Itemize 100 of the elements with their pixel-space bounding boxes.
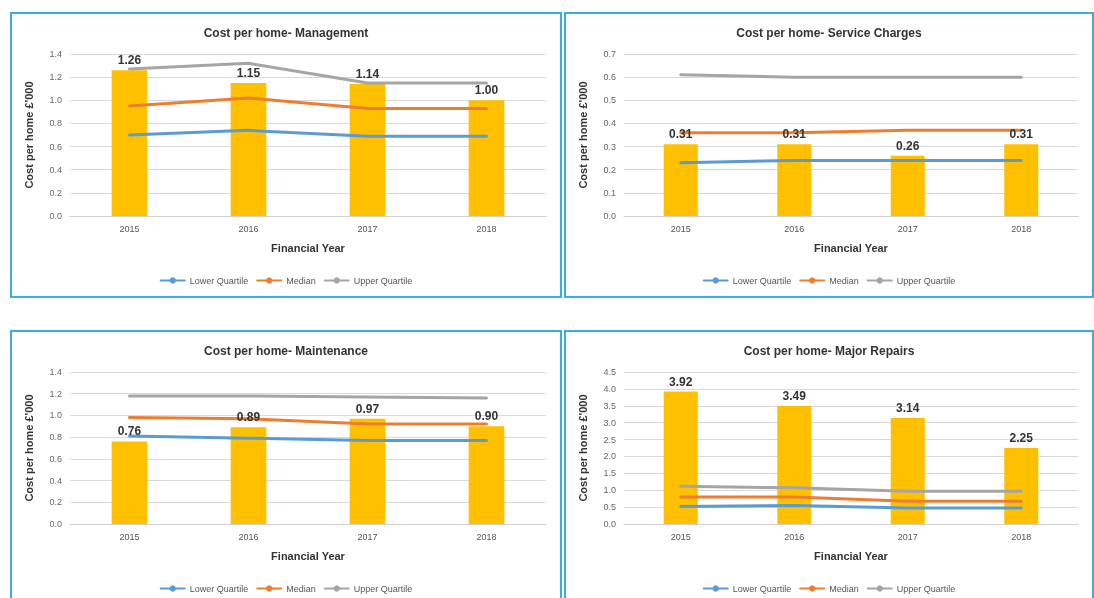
y-tick-label: 3.0 (603, 417, 616, 428)
bar (349, 418, 386, 524)
legend-label: Median (829, 275, 859, 286)
x-tick-label: 2016 (784, 223, 805, 234)
y-tick-label: 1.2 (49, 72, 62, 83)
data-label: 0.26 (896, 138, 920, 153)
y-axis-title: Cost per home £'000 (22, 81, 35, 189)
y-tick-label: 0.0 (49, 211, 62, 221)
data-label: 3.92 (669, 374, 693, 389)
legend-label: Median (286, 583, 316, 594)
y-tick-label: 1.2 (49, 388, 62, 399)
x-axis-title: Financial Year (814, 549, 889, 562)
y-tick-label: 0.7 (603, 49, 616, 59)
y-axis-title: Cost per home £'000 (22, 394, 35, 502)
y-tick-label: 0.6 (49, 453, 62, 464)
y-tick-label: 1.5 (603, 468, 616, 479)
x-tick-label: 2015 (119, 531, 140, 542)
y-tick-label: 2.5 (603, 434, 616, 445)
legend-label: Lower Quartile (189, 583, 249, 594)
chart-title: Cost per home- Service Charges (736, 26, 923, 40)
x-tick-label: 2016 (238, 223, 259, 234)
data-label: 1.14 (355, 67, 380, 82)
x-tick-label: 2017 (897, 223, 918, 234)
legend-label: Upper Quartile (896, 583, 956, 594)
legend-label: Median (829, 583, 859, 594)
x-tick-label: 2017 (357, 223, 378, 234)
bar (111, 70, 148, 216)
x-tick-label: 2018 (476, 223, 497, 234)
legend-label: Lower Quartile (732, 583, 792, 594)
legend-label: Lower Quartile (189, 275, 249, 286)
y-tick-label: 4.0 (603, 383, 616, 394)
legend-label: Upper Quartile (353, 583, 413, 594)
bar (1004, 448, 1039, 524)
y-tick-label: 0.0 (603, 519, 616, 529)
y-tick-label: 0.3 (603, 141, 616, 152)
x-tick-label: 2018 (1011, 223, 1032, 234)
y-tick-label: 2.0 (603, 451, 616, 462)
y-tick-label: 0.1 (603, 187, 616, 198)
x-tick-label: 2018 (476, 531, 497, 542)
y-tick-label: 0.8 (49, 118, 62, 129)
y-tick-label: 1.4 (49, 367, 62, 377)
data-label: 3.14 (896, 400, 920, 415)
data-label: 0.31 (1009, 127, 1034, 142)
bar (230, 82, 267, 216)
y-tick-label: 0.6 (49, 141, 62, 152)
y-tick-label: 0.2 (49, 187, 62, 198)
bar (349, 84, 386, 216)
y-tick-label: 0.8 (49, 432, 62, 443)
data-label: 0.90 (474, 409, 499, 424)
x-tick-label: 2017 (357, 531, 378, 542)
x-tick-label: 2016 (784, 531, 805, 542)
x-axis-title: Financial Year (271, 241, 346, 254)
y-tick-label: 0.0 (603, 211, 616, 221)
data-label: 0.97 (355, 401, 380, 416)
data-label: 1.15 (236, 65, 261, 80)
x-tick-label: 2017 (897, 531, 918, 542)
y-tick-label: 0.5 (603, 95, 616, 106)
y-tick-label: 0.4 (49, 475, 62, 486)
bar (663, 391, 698, 524)
y-tick-label: 0.5 (603, 502, 616, 513)
data-label: 1.00 (474, 83, 499, 98)
bar (777, 406, 812, 524)
x-tick-label: 2015 (670, 531, 691, 542)
data-label: 0.31 (669, 127, 693, 142)
x-tick-label: 2015 (670, 223, 691, 234)
y-tick-label: 1.0 (603, 485, 616, 496)
data-label: 1.26 (117, 53, 142, 68)
bar (230, 427, 267, 524)
data-label: 3.49 (782, 389, 807, 404)
y-tick-label: 0.2 (49, 497, 62, 508)
y-tick-label: 4.5 (603, 367, 616, 377)
y-tick-label: 1.0 (49, 410, 62, 421)
x-tick-label: 2015 (119, 223, 140, 234)
bar (468, 426, 505, 524)
chart-title: Cost per home- Major Repairs (743, 344, 915, 358)
data-label: 2.25 (1009, 431, 1034, 445)
y-tick-label: 0.4 (603, 118, 616, 129)
y-tick-label: 0.4 (49, 164, 62, 175)
legend-label: Upper Quartile (896, 275, 956, 286)
bar (111, 441, 148, 524)
y-tick-label: 3.5 (603, 400, 616, 411)
y-tick-label: 0.0 (49, 519, 62, 529)
y-tick-label: 1.4 (49, 49, 62, 59)
chart-title: Cost per home- Management (203, 26, 369, 40)
data-label: 0.76 (117, 424, 142, 439)
legend-label: Median (286, 275, 316, 286)
y-axis-title: Cost per home £'000 (576, 81, 589, 189)
y-tick-label: 0.6 (603, 72, 616, 83)
x-axis-title: Financial Year (814, 241, 889, 254)
bar (890, 417, 925, 524)
bar (468, 100, 505, 216)
legend-label: Upper Quartile (353, 275, 413, 286)
y-tick-label: 1.0 (49, 95, 62, 106)
x-tick-label: 2018 (1011, 531, 1032, 542)
legend-label: Lower Quartile (732, 275, 792, 286)
y-tick-label: 0.2 (603, 164, 616, 175)
y-axis-title: Cost per home £'000 (576, 394, 589, 502)
x-tick-label: 2016 (238, 531, 259, 542)
x-axis-title: Financial Year (271, 549, 346, 562)
chart-title: Cost per home- Maintenance (203, 344, 369, 358)
